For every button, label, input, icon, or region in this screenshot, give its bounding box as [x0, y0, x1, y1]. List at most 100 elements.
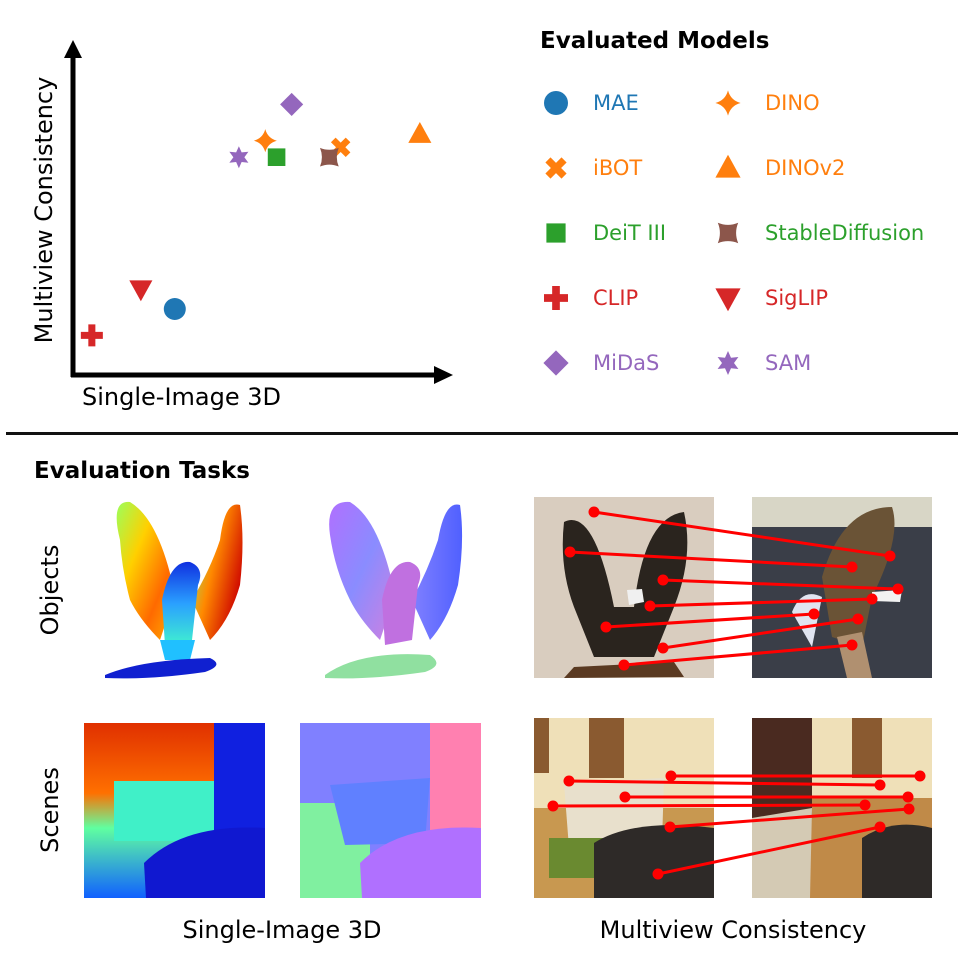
x-axis-label: Single-Image 3D: [82, 383, 281, 411]
scenes-match-point: [547, 800, 559, 812]
legend-label-midas: MiDaS: [593, 351, 660, 375]
legend-item-dinov2: DINOv2: [713, 151, 845, 185]
objects-match-point: [657, 642, 669, 654]
x-axis-arrowhead: [434, 366, 453, 384]
scenes-match-point: [652, 868, 664, 880]
x-marker-icon: [545, 157, 567, 179]
square-marker-icon: [546, 223, 566, 243]
row-label-scenes: Scenes: [36, 767, 64, 853]
data-point-mae: [163, 298, 186, 320]
y-axis-label: Multiview Consistency: [30, 76, 58, 344]
objects-match-line: [623, 643, 853, 667]
objects-match-point: [564, 546, 576, 558]
objects-depth-image: [100, 500, 250, 680]
scenes-match-point: [619, 791, 631, 803]
scenes-match-point: [902, 791, 914, 803]
legend-item-midas: MiDaS: [541, 346, 659, 380]
objects-match-point: [657, 574, 669, 586]
legend-item-dino: DINO: [713, 86, 820, 120]
objects-match-point: [846, 561, 858, 573]
legend-item-stablediffusion: StableDiffusion: [713, 216, 924, 250]
scenes-match-line: [669, 807, 910, 829]
triangle-up-marker-icon: [715, 154, 741, 178]
objects-match-point: [866, 593, 878, 605]
six-point-star-marker-icon: [717, 351, 739, 375]
legend-item-sam: SAM: [713, 346, 811, 380]
plus-marker-icon: [544, 286, 568, 310]
legend-label-deit-iii: DeiT III: [593, 221, 667, 245]
objects-match-point: [808, 608, 820, 620]
objects-match-point: [846, 639, 858, 651]
legend-marker-midas: [543, 350, 569, 376]
scenes-correspondence-overlay: [547, 770, 926, 880]
legend-label-stablediffusion: StableDiffusion: [765, 221, 925, 245]
objects-normals-image: [320, 500, 470, 680]
scenes-match-point: [914, 770, 926, 782]
objects-match-point: [884, 550, 896, 562]
triangle-down-marker-icon: [715, 288, 741, 312]
legend-label-sam: SAM: [765, 351, 812, 375]
data-point-clip: [80, 324, 103, 347]
scenes-match-point: [664, 821, 676, 833]
legend-item-deit-iii: DeiT III: [541, 216, 666, 250]
objects-match-line: [569, 550, 853, 569]
data-point-midas: [280, 92, 304, 116]
objects-correspondence-overlay: [564, 506, 904, 671]
caption-single-image-3d: Single-Image 3D: [182, 916, 382, 944]
legend-label-dinov2: DINOv2: [765, 156, 846, 180]
scenes-match-line: [552, 803, 866, 808]
data-point-siglip: [129, 280, 153, 302]
data-point-stablediffusion: [320, 147, 339, 167]
objects-match-point: [852, 613, 864, 625]
legend-marker-siglip: [715, 288, 741, 312]
scenes-normals-image: [300, 723, 481, 898]
legend-item-clip: CLIP: [541, 281, 638, 315]
legend-marker-clip: [544, 286, 568, 310]
objects-match-line: [662, 578, 899, 591]
legend-label-dino: DINO: [765, 91, 820, 115]
legend-item-ibot: iBOT: [541, 151, 642, 185]
objects-view-1-image: [534, 497, 714, 678]
legend-label-siglip: SigLIP: [765, 286, 829, 310]
circle-marker-icon: [544, 91, 568, 115]
legend-marker-dino: [715, 90, 741, 116]
scenes-match-point: [874, 821, 886, 833]
objects-match-point: [618, 659, 630, 671]
data-point-dinov2: [408, 122, 432, 143]
legend-marker-dinov2: [715, 154, 741, 178]
legend-marker-mae: [544, 91, 568, 115]
scenes-depth-image: [84, 723, 265, 898]
legend-label-mae: MAE: [593, 91, 639, 115]
section-title: Evaluation Tasks: [34, 458, 250, 484]
scenes-match-line: [657, 825, 881, 876]
section-divider: [6, 432, 958, 435]
objects-match-point: [644, 600, 656, 612]
data-point-deit-iii: [267, 148, 286, 166]
diamond-marker-icon: [543, 350, 569, 376]
objects-match-line: [649, 597, 873, 608]
objects-match-line: [593, 510, 891, 558]
legend-marker-stablediffusion: [717, 222, 739, 244]
legend-marker-ibot: [545, 157, 567, 179]
objects-match-point: [588, 506, 600, 518]
legend-label-clip: CLIP: [593, 286, 639, 310]
scatter-plot: [64, 40, 453, 384]
objects-match-point: [600, 621, 612, 633]
scenes-match-point: [859, 799, 871, 811]
scenes-match-point: [665, 770, 677, 782]
y-axis-arrowhead: [64, 40, 82, 58]
legend-label-ibot: iBOT: [593, 156, 643, 180]
scenes-match-line: [568, 779, 881, 787]
scenes-match-point: [874, 779, 886, 791]
data-point-dino: [253, 129, 277, 153]
objects-match-point: [892, 583, 904, 595]
scenes-match-point: [903, 803, 915, 815]
legend-item-mae: MAE: [541, 86, 639, 120]
legend-marker-deit-iii: [546, 223, 566, 243]
objects-match-line: [605, 612, 815, 629]
objects-match-line: [662, 617, 859, 650]
legend-title: Evaluated Models: [540, 28, 770, 54]
concave-square-marker-icon: [717, 222, 739, 244]
row-label-objects: Objects: [36, 544, 64, 636]
four-point-star-marker-icon: [715, 90, 741, 116]
